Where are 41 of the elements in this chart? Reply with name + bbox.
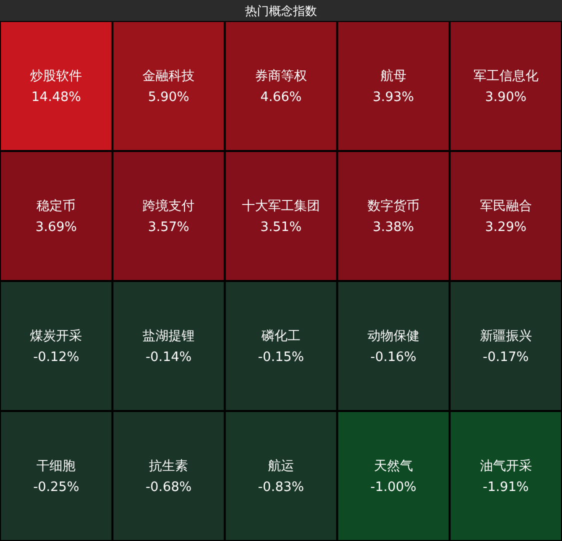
category-label: 油气开采 xyxy=(480,459,532,474)
data-label: -0.16% xyxy=(370,350,416,365)
category-label: 干细胞 xyxy=(36,459,76,474)
data-label: 3.90% xyxy=(485,90,526,105)
category-label: 抗生素 xyxy=(149,459,188,474)
data-label: 14.48% xyxy=(31,90,81,105)
data-label: 3.29% xyxy=(485,220,526,235)
data-label: -0.17% xyxy=(482,350,529,365)
data-label: -0.68% xyxy=(146,480,192,495)
data-label: -1.00% xyxy=(370,480,416,495)
data-label: 3.51% xyxy=(260,220,302,235)
category-label: 稳定币 xyxy=(36,199,76,214)
category-label: 数字货币 xyxy=(367,198,420,214)
data-label: 3.57% xyxy=(148,220,190,235)
category-label: 金融科技 xyxy=(142,69,195,84)
data-label: 3.93% xyxy=(372,90,414,105)
category-label: 新疆振兴 xyxy=(480,329,532,344)
category-label: 券商等权 xyxy=(255,69,307,84)
data-label: -0.14% xyxy=(146,350,192,365)
data-label: 4.66% xyxy=(260,90,302,105)
data-label: -0.25% xyxy=(33,480,80,495)
category-label: 航母 xyxy=(380,69,406,84)
data-label: -0.12% xyxy=(33,350,80,365)
category-label: 十大军工集团 xyxy=(242,199,320,214)
category-label: 动物保健 xyxy=(367,329,420,344)
title-bar: 热门概念指数 xyxy=(0,0,562,21)
category-label: 磷化工 xyxy=(260,329,300,344)
data-label: -1.91% xyxy=(482,480,529,495)
category-label: 航运 xyxy=(268,459,294,474)
data-label: 3.38% xyxy=(372,220,414,235)
category-label: 煤炭开采 xyxy=(30,329,82,344)
category-label: 军民融合 xyxy=(480,199,532,214)
category-label: 炒股软件 xyxy=(30,69,82,84)
category-label: 盐湖提锂 xyxy=(142,329,195,344)
category-label: 天然气 xyxy=(374,459,413,474)
data-label: -0.83% xyxy=(258,480,304,495)
data-label: -0.15% xyxy=(258,350,304,365)
data-label: 5.90% xyxy=(148,90,190,105)
category-label: 跨境支付 xyxy=(142,198,195,214)
data-label: 3.69% xyxy=(36,220,77,235)
category-label: 军工信息化 xyxy=(473,69,538,84)
